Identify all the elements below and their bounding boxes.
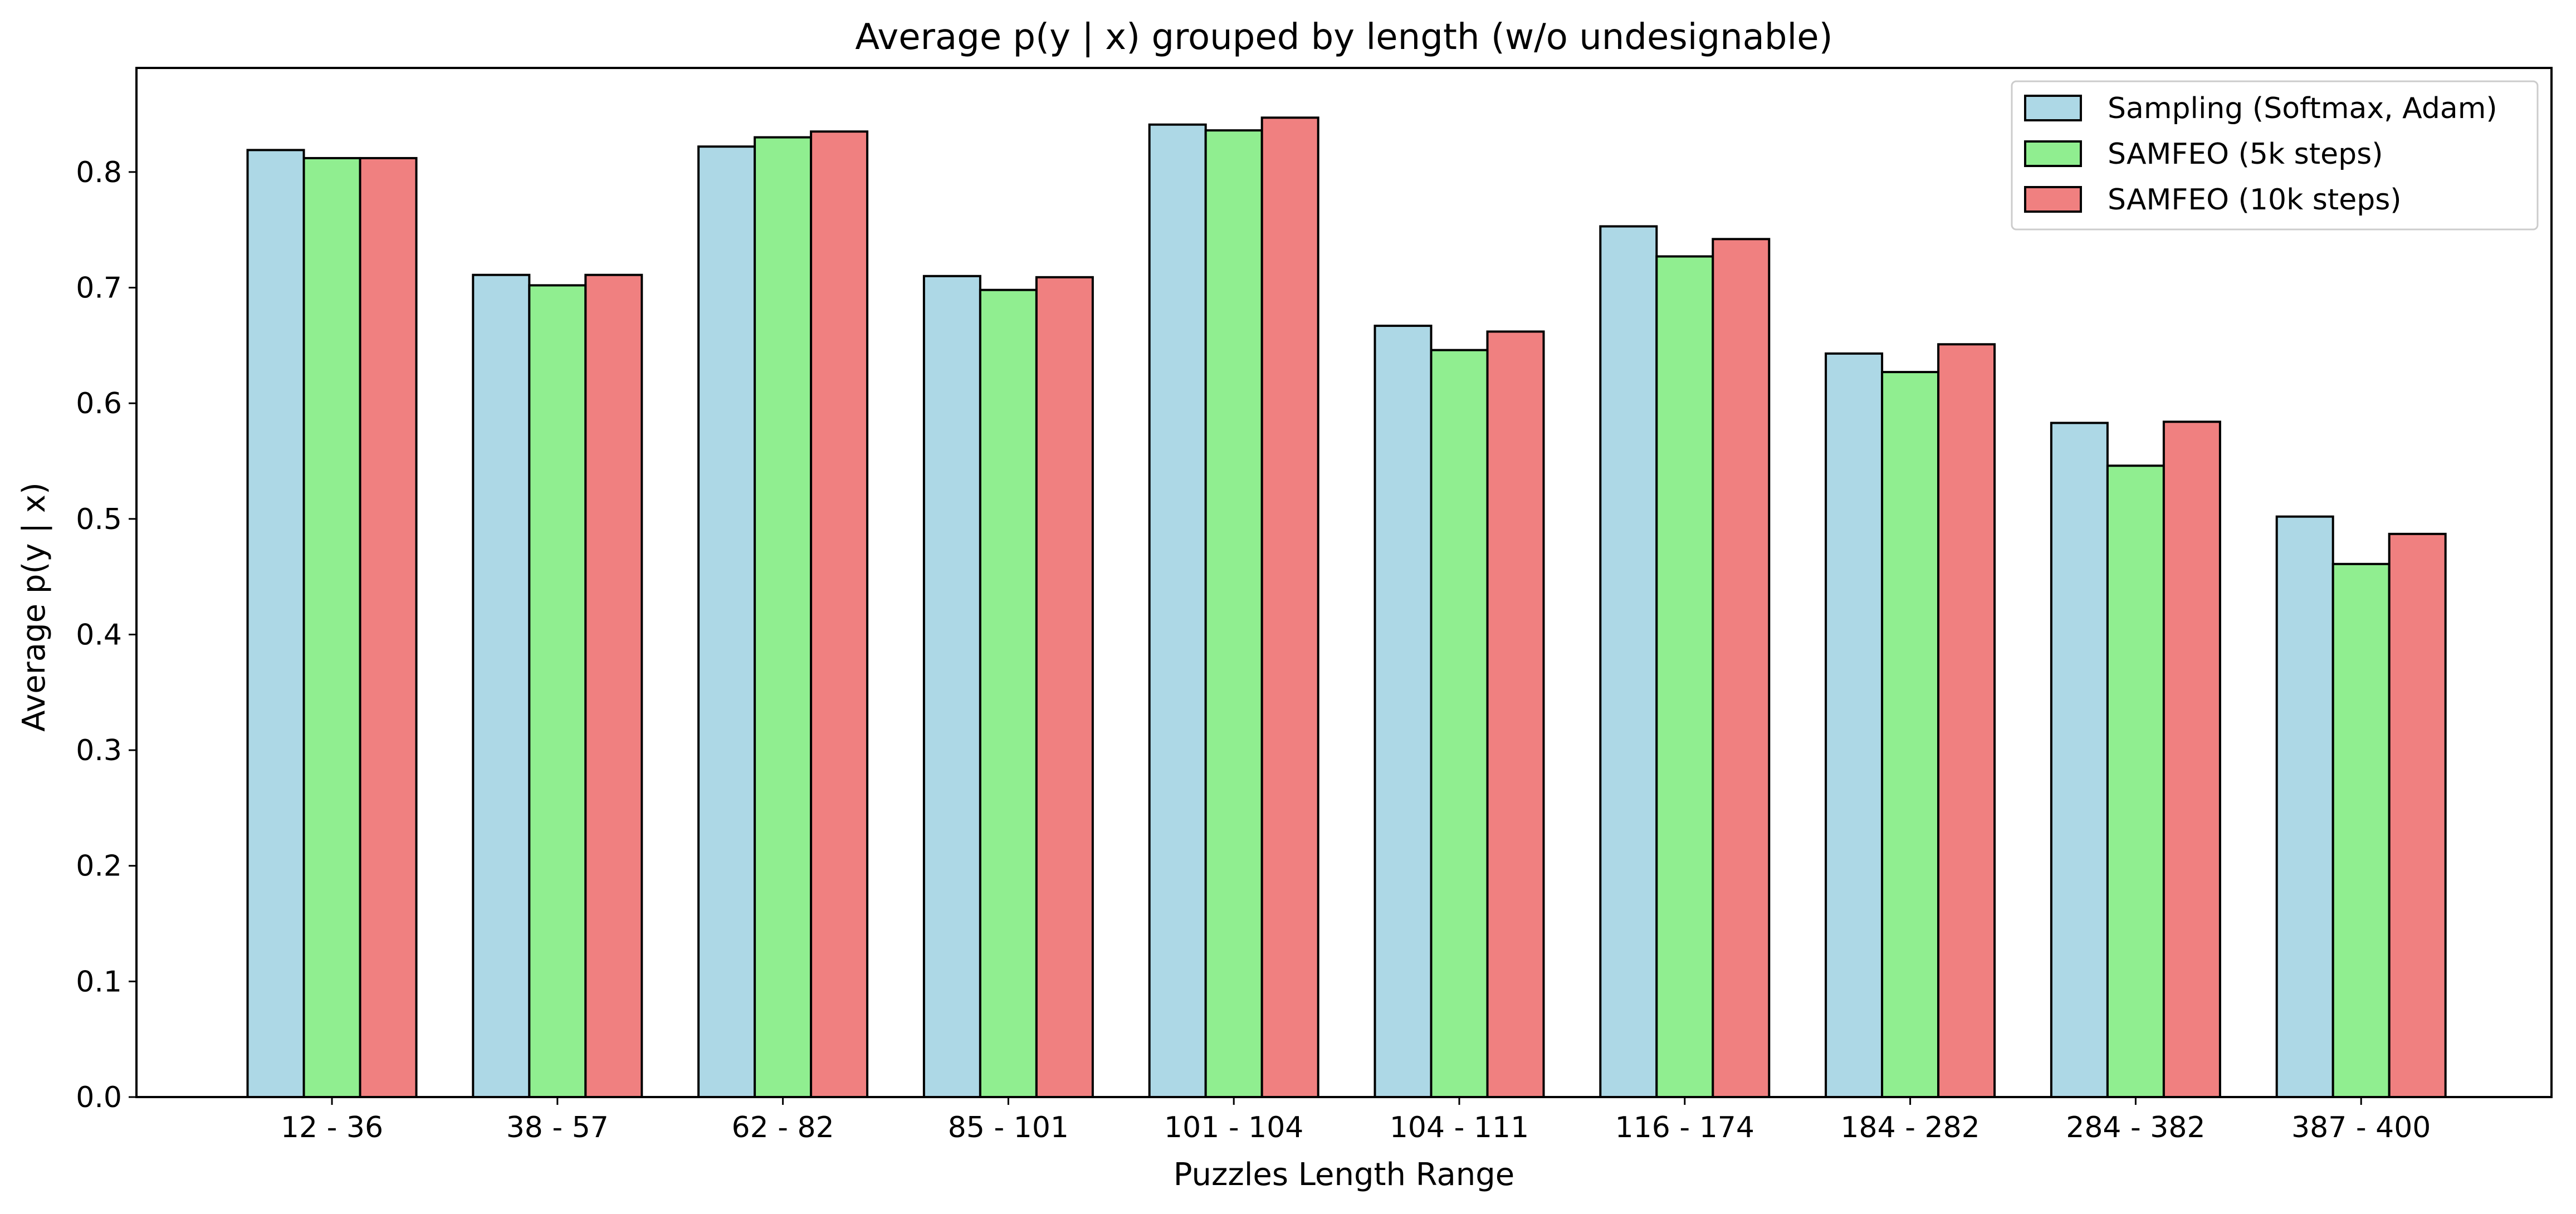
bar-series-2-category-5 bbox=[1204, 129, 1263, 1098]
y-tick-label: 0.3 bbox=[76, 734, 122, 767]
bar-series-3-category-6 bbox=[1486, 330, 1545, 1099]
bar-series-3-category-5 bbox=[1260, 116, 1319, 1098]
bar-series-1-category-6 bbox=[1373, 325, 1433, 1098]
x-tick-label: 387 - 400 bbox=[2291, 1111, 2431, 1144]
bar-series-3-category-9 bbox=[2162, 420, 2221, 1098]
bar-series-2-category-6 bbox=[1430, 349, 1489, 1098]
bar-series-1-category-4 bbox=[922, 275, 981, 1098]
bar-series-2-category-7 bbox=[1655, 255, 1714, 1098]
y-tick-label: 0.2 bbox=[76, 850, 122, 883]
y-tick-label: 0.0 bbox=[76, 1081, 122, 1114]
plot-area-frame bbox=[135, 67, 2553, 1098]
bar-series-2-category-9 bbox=[2106, 464, 2165, 1098]
bar-series-3-category-1 bbox=[359, 156, 418, 1098]
bar-series-3-category-3 bbox=[810, 130, 869, 1098]
x-axis-ticks: 12 - 36 38 - 57 62 - 82 85 - 101 101 - 104 10… bbox=[281, 1097, 2431, 1144]
bar-series-3-category-10 bbox=[2388, 532, 2447, 1098]
bars-group bbox=[246, 116, 2447, 1099]
y-axis-ticks: 0.0 0.1 0.2 0.3 0.4 0.5 0.6 0.7 0.8 bbox=[76, 156, 136, 1114]
y-tick-label: 0.1 bbox=[76, 965, 122, 998]
bar-series-1-category-1 bbox=[246, 149, 305, 1099]
legend-label-1: Sampling (Softmax, Adam) bbox=[2108, 92, 2497, 125]
legend-swatch-1 bbox=[2024, 95, 2082, 121]
bar-series-1-category-10 bbox=[2275, 515, 2334, 1099]
bar-series-1-category-7 bbox=[1599, 225, 1658, 1098]
bar-series-3-category-2 bbox=[584, 273, 643, 1098]
bar-series-1-category-2 bbox=[472, 273, 531, 1098]
x-tick-label: 12 - 36 bbox=[281, 1111, 383, 1144]
legend-label-3: SAMFEO (10k steps) bbox=[2108, 183, 2402, 217]
y-tick-label: 0.7 bbox=[76, 272, 122, 305]
bar-series-2-category-1 bbox=[302, 156, 361, 1098]
legend-swatch-3 bbox=[2024, 186, 2082, 213]
x-tick-label: 62 - 82 bbox=[732, 1111, 834, 1144]
legend-box bbox=[2011, 80, 2539, 231]
x-tick-label: 184 - 282 bbox=[1840, 1111, 1979, 1144]
x-tick-label: 38 - 57 bbox=[506, 1111, 609, 1144]
legend-swatch-2 bbox=[2024, 140, 2082, 167]
bar-series-1-category-8 bbox=[1825, 352, 1884, 1098]
x-tick-label: 116 - 174 bbox=[1615, 1111, 1754, 1144]
x-tick-label: 101 - 104 bbox=[1164, 1111, 1303, 1144]
x-tick-label: 284 - 382 bbox=[2066, 1111, 2205, 1144]
legend: Sampling (Softmax, Adam) SAMFEO (5k steps… bbox=[2011, 80, 2539, 231]
bar-series-1-category-3 bbox=[697, 145, 756, 1098]
bar-series-2-category-10 bbox=[2331, 562, 2391, 1098]
bar-series-1-category-5 bbox=[1148, 123, 1207, 1099]
y-tick-label: 0.5 bbox=[76, 503, 122, 536]
y-tick-label: 0.8 bbox=[76, 156, 122, 189]
legend-label-2: SAMFEO (5k steps) bbox=[2108, 138, 2383, 171]
bar-series-2-category-4 bbox=[979, 288, 1038, 1098]
bar-series-1-category-9 bbox=[2050, 422, 2109, 1098]
chart-title: Average p(y | x) grouped by length (w/o … bbox=[855, 17, 1832, 58]
bar-series-2-category-8 bbox=[1881, 371, 1940, 1098]
y-tick-label: 0.6 bbox=[76, 387, 122, 420]
bar-series-3-category-7 bbox=[1712, 238, 1771, 1098]
y-tick-label: 0.4 bbox=[76, 618, 122, 652]
y-axis-label: Average p(y | x) bbox=[16, 482, 52, 732]
bar-series-3-category-4 bbox=[1035, 276, 1094, 1098]
x-tick-label: 104 - 111 bbox=[1390, 1111, 1529, 1144]
x-axis-label: Puzzles Length Range bbox=[1174, 1157, 1515, 1193]
bar-series-2-category-3 bbox=[754, 136, 813, 1099]
bar-series-3-category-8 bbox=[1937, 343, 1996, 1099]
bar-series-2-category-2 bbox=[528, 284, 587, 1099]
x-tick-label: 85 - 101 bbox=[948, 1111, 1069, 1144]
